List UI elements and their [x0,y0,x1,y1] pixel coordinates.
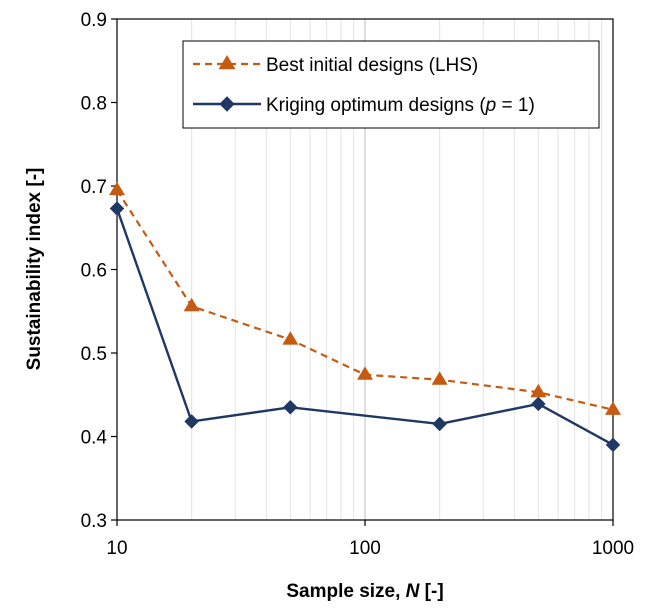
legend-label-kriging-post: = 1) [496,95,535,116]
y-tick-label: 0.6 [81,261,107,282]
legend: Best initial designs (LHS) Kriging optim… [182,40,600,129]
y-tick-label: 0.9 [81,10,107,31]
legend-box [182,40,600,129]
x-tick-label: 100 [349,538,381,559]
point-triangle [356,366,374,380]
y-tick-label: 0.4 [81,428,108,449]
point-diamond [530,396,546,412]
y-tick-label: 0.3 [81,511,107,532]
legend-label-lhs: Best initial designs (LHS) [266,55,478,76]
x-tick-label: 1000 [592,538,634,559]
y-tick-label: 0.8 [81,94,107,115]
series-line [115,208,614,446]
y-axis-title: Sustainability index [-] [24,168,45,371]
point-diamond [184,414,200,429]
x-axis-title-var: N [406,581,421,602]
y-tick-label: 0.5 [81,344,107,365]
legend-marker-diamond [219,96,235,112]
point-triangle [431,371,448,385]
point-triangle [604,401,622,415]
point-triangle [183,297,200,312]
legend-label-kriging-pre: Kriging optimum designs ( [266,95,486,116]
point-diamond [432,416,448,432]
x-tick-label: 10 [106,538,127,559]
x-axis-title: Sample size, N [-] [286,581,443,602]
point-diamond [109,201,125,216]
series-lines [108,181,622,453]
legend-label-kriging-var: p [485,95,497,116]
legend-label-kriging: Kriging optimum designs (p = 1) [266,95,535,116]
x-axis-title-main: Sample size, [286,581,405,602]
legend-marker-triangle [218,55,236,70]
point-triangle [282,331,299,345]
point-diamond [605,437,621,453]
y-tick-label: 0.7 [81,177,107,198]
axis-ticks: 0.3 0.4 0.5 0.6 0.7 0.8 0.9 10 100 1000 [81,10,635,559]
point-diamond [282,399,298,415]
x-axis-title-unit: [-] [419,581,443,602]
point-triangle [108,181,126,196]
